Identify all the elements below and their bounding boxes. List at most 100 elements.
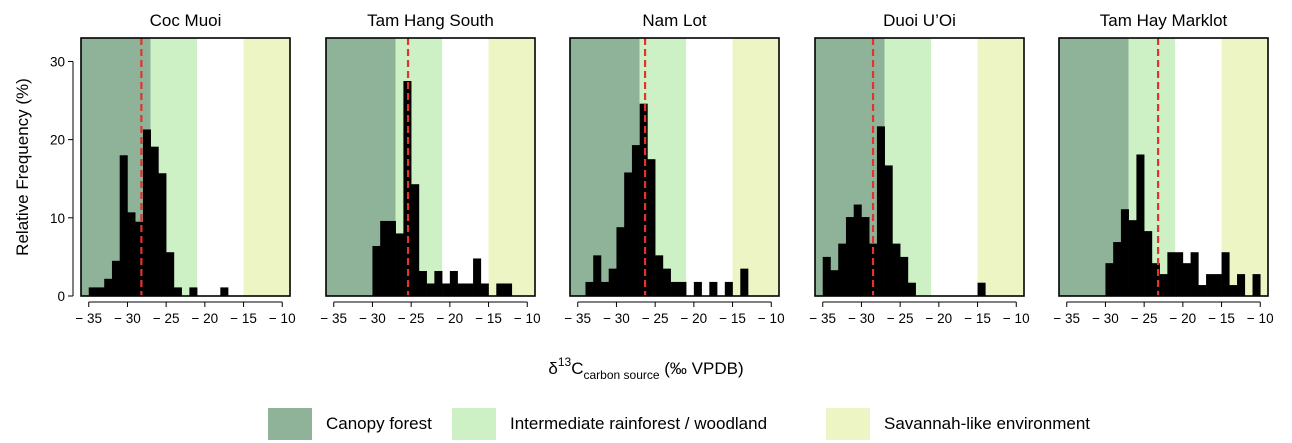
histogram-bar (127, 212, 136, 296)
x-tick-label: − 25 (642, 311, 669, 326)
histogram-bar (900, 256, 909, 296)
x-tick-label: − 15 (230, 311, 257, 326)
panel: Coc Muoi − 35 − 30 − 25 − 20 − 15 − 10 (75, 11, 295, 326)
histogram-bar (678, 281, 687, 296)
histogram-bar (442, 283, 451, 296)
y-tick-label: 20 (50, 133, 65, 148)
x-axis-title-delta: δ (548, 359, 557, 378)
histogram-bar (395, 233, 404, 296)
legend-swatch-intermediate (452, 408, 496, 440)
histogram-bar (1151, 263, 1160, 296)
histogram-bar (88, 287, 97, 296)
histogram-bar (96, 287, 105, 296)
histogram-bar (876, 126, 885, 296)
x-tick-label: − 15 (1208, 311, 1235, 326)
x-tick-label: − 25 (887, 311, 914, 326)
histogram-bar (616, 227, 625, 296)
histogram-bar (166, 252, 175, 296)
histogram-bar (1128, 220, 1137, 296)
x-tick-label: − 20 (1170, 311, 1197, 326)
panel-frame (1058, 37, 1269, 297)
x-tick-label: − 25 (398, 311, 425, 326)
histogram-bar (838, 243, 847, 296)
zone-band (488, 38, 535, 296)
histogram-bar (457, 283, 466, 296)
x-tick-label: − 20 (681, 311, 708, 326)
histogram-bar (1190, 252, 1199, 296)
histogram-bar (1120, 209, 1129, 296)
histogram-bar (1113, 242, 1122, 296)
histogram-bar (822, 256, 831, 296)
histogram-bar (135, 221, 144, 296)
histogram-bar (709, 281, 718, 296)
histogram-bar (585, 281, 594, 296)
histogram-bar (473, 258, 482, 296)
x-tick-label: − 35 (75, 311, 102, 326)
histogram-bar (631, 145, 640, 296)
histogram-bar (387, 220, 396, 296)
histogram-bar (639, 103, 648, 296)
histogram-bar (1105, 263, 1114, 296)
x-tick-label: − 15 (475, 311, 502, 326)
histogram-bar (372, 245, 381, 296)
histogram-bar (845, 217, 855, 296)
histogram-bar (662, 268, 671, 296)
y-tick-label: 30 (50, 54, 65, 69)
zone-band (243, 38, 290, 296)
x-axis-title-sub: carbon source (584, 368, 660, 382)
x-tick-label: − 10 (1003, 311, 1030, 326)
histogram-bar (1144, 231, 1153, 296)
x-tick-label: − 30 (1092, 311, 1119, 326)
histogram-bar (504, 283, 513, 296)
histogram-figure: Coc Muoi − 35 − 30 − 25 − 20 − 15 − 10 Tam Hang… (13, 11, 1274, 382)
histogram-bar (465, 283, 474, 296)
histogram-bar (593, 255, 602, 296)
legend: Canopy forest Intermediate rainforest / … (0, 408, 1292, 440)
histogram-bar (119, 155, 128, 296)
x-tick-label: − 35 (1053, 311, 1080, 326)
x-axis-title: δ13Ccarbon source (‰ VPDB) (548, 355, 743, 382)
x-axis-title-c: C (571, 359, 583, 378)
x-tick-label: − 10 (514, 311, 541, 326)
x-tick-label: − 20 (926, 311, 953, 326)
x-tick-label: − 15 (964, 311, 991, 326)
panel: Tam Hang South − 35 − 30 − 25 − 20 − 15 − 10 (320, 11, 540, 326)
x-tick-label: − 30 (359, 311, 386, 326)
histogram-bar (655, 255, 664, 296)
histogram-bar (426, 283, 435, 296)
panel-title: Tam Hang South (367, 11, 494, 30)
panel-title: Duoi U’Oi (883, 11, 956, 30)
zone-band (732, 38, 779, 296)
histogram-bar (1237, 274, 1246, 296)
x-tick-label: − 30 (114, 311, 141, 326)
histogram-bar (1206, 274, 1215, 296)
x-axis-title-sup: 13 (558, 355, 572, 369)
x-tick-label: − 35 (809, 311, 836, 326)
x-tick-label: − 20 (437, 311, 464, 326)
histogram-bar (111, 260, 121, 296)
histogram-bar (220, 287, 229, 296)
histogram-bar (624, 172, 633, 296)
histogram-bar (480, 283, 489, 296)
histogram-bar (104, 278, 113, 296)
histogram-bar (418, 270, 427, 296)
histogram-bar (1167, 252, 1176, 296)
legend-swatch-canopy-forest (268, 408, 312, 440)
histogram-bar (600, 281, 610, 296)
histogram-bar (1136, 154, 1145, 296)
panel-frame (814, 37, 1025, 297)
histogram-bar (142, 129, 151, 296)
histogram-bar (189, 287, 198, 296)
histogram-bar (853, 204, 862, 296)
panel-title: Tam Hay Marklot (1100, 11, 1228, 30)
histogram-bar (892, 243, 901, 296)
panel-title: Coc Muoi (150, 11, 222, 30)
panel: Nam Lot − 35 − 30 − 25 − 20 − 15 − 10 (564, 11, 784, 326)
histogram-bar (449, 270, 458, 296)
histogram-bar (173, 287, 182, 296)
histogram-bar (1252, 274, 1261, 296)
legend-item-intermediate: Intermediate rainforest / woodland (452, 408, 767, 440)
histogram-bar (977, 282, 986, 296)
histogram-bar (1175, 252, 1184, 296)
x-tick-label: − 35 (564, 311, 591, 326)
